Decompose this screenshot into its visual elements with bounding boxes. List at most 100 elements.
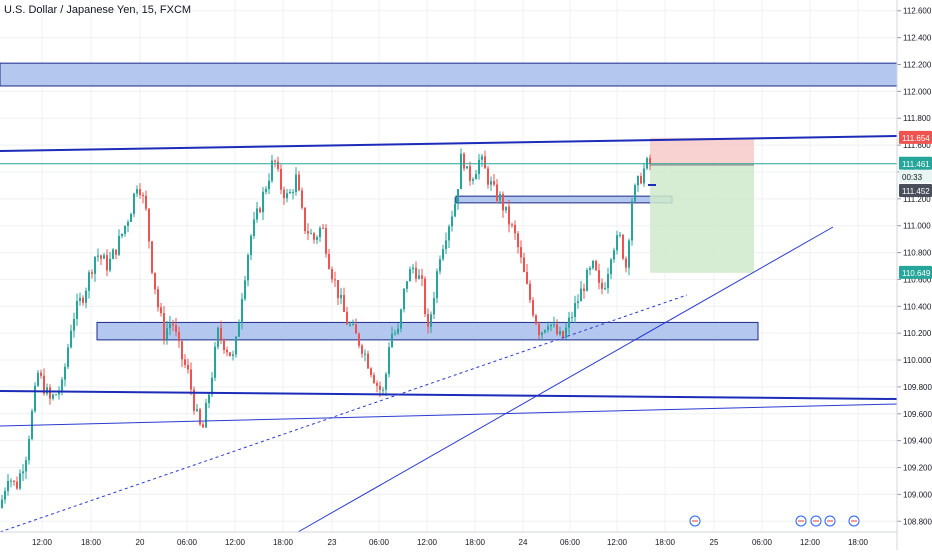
x-tick-label: 12:00 bbox=[32, 538, 53, 547]
candle-body bbox=[304, 207, 306, 232]
y-tick-label: 111.000 bbox=[903, 222, 931, 231]
candle-body bbox=[325, 228, 327, 254]
candle-body bbox=[187, 365, 189, 370]
candle-body bbox=[142, 194, 144, 196]
candle-body bbox=[256, 208, 258, 220]
candle-body bbox=[472, 179, 474, 181]
last-price-label-bg bbox=[899, 156, 932, 170]
candle-body bbox=[310, 233, 312, 235]
price-axis[interactable]: 108.800 109.000 109.200 109.400 109.600 109.8… bbox=[896, 0, 932, 550]
candle-body bbox=[481, 156, 483, 160]
candle-body bbox=[286, 193, 288, 199]
y-tick-label: 110.600 bbox=[903, 275, 932, 284]
candle-body bbox=[154, 272, 156, 290]
candle-body bbox=[148, 208, 150, 242]
candle-body bbox=[235, 336, 237, 355]
candle-body bbox=[445, 240, 447, 250]
candle-body bbox=[550, 324, 552, 327]
candle-body bbox=[55, 394, 57, 396]
candle-body bbox=[52, 394, 54, 399]
candle-body bbox=[97, 255, 99, 257]
time-axis[interactable]: 12:00 18:00 20 06:00 12:00 18:00 23 06:00 12:00 1… bbox=[0, 531, 897, 547]
candle-body bbox=[409, 269, 411, 282]
price-labels: 111.654 111.461 00:33 111.452 110.649 bbox=[899, 130, 932, 279]
take-profit-label-bg bbox=[899, 265, 932, 279]
candle-body bbox=[340, 294, 342, 299]
candle-body bbox=[301, 190, 303, 208]
candle-body bbox=[277, 161, 279, 169]
candle-body bbox=[430, 314, 432, 327]
candle-body bbox=[91, 272, 93, 274]
candle-body bbox=[289, 192, 291, 194]
candle-body bbox=[199, 409, 201, 425]
candle-body bbox=[94, 256, 96, 274]
candle-body bbox=[427, 314, 429, 327]
candle-body bbox=[34, 385, 36, 412]
candle-body bbox=[331, 268, 333, 280]
candle-body bbox=[337, 280, 339, 299]
last-price-label: 111.461 bbox=[902, 160, 930, 169]
candle-body bbox=[283, 189, 285, 199]
candle-body bbox=[220, 327, 222, 340]
y-tick-label: 111.200 bbox=[903, 195, 931, 204]
x-tick-label: 18:00 bbox=[273, 538, 294, 547]
candle-body bbox=[544, 329, 546, 333]
candle-body bbox=[352, 324, 354, 326]
candle-body bbox=[7, 481, 9, 491]
candle-body bbox=[136, 189, 138, 194]
candle-body bbox=[628, 240, 630, 268]
stop-loss-label: 111.654 bbox=[902, 134, 930, 143]
candle-body bbox=[580, 288, 582, 302]
x-tick-label: 06:00 bbox=[369, 538, 390, 547]
candle-body bbox=[118, 236, 120, 255]
candle-body bbox=[40, 372, 42, 376]
x-tick-label: 18:00 bbox=[848, 538, 869, 547]
take-profit-zone bbox=[650, 164, 754, 273]
candle-body bbox=[202, 424, 204, 428]
candle-body bbox=[124, 225, 126, 234]
candle-body bbox=[349, 324, 351, 326]
candle-body bbox=[100, 255, 102, 259]
candle-body bbox=[190, 369, 192, 390]
candle-body bbox=[13, 480, 15, 482]
y-tick-label: 109.600 bbox=[903, 410, 932, 419]
candle-body bbox=[10, 480, 12, 482]
stop-loss-zone bbox=[650, 137, 754, 165]
candle-body bbox=[574, 303, 576, 318]
candle-body bbox=[562, 331, 564, 338]
candle-body bbox=[64, 366, 66, 380]
y-tick-label: 112.000 bbox=[903, 87, 932, 96]
candle-body bbox=[253, 219, 255, 236]
countdown-label-bg bbox=[899, 169, 932, 183]
candle-body bbox=[364, 353, 366, 355]
candle-body bbox=[583, 288, 585, 291]
candle-body bbox=[205, 403, 207, 428]
breakout-zone bbox=[455, 195, 673, 204]
candle-body bbox=[637, 176, 639, 186]
candle-body bbox=[274, 160, 276, 162]
x-tick-label: 06:00 bbox=[177, 538, 198, 547]
candle-body bbox=[130, 213, 132, 222]
candle-body bbox=[556, 324, 558, 335]
candle-body bbox=[622, 234, 624, 259]
stop-loss-label-bg bbox=[899, 130, 932, 144]
x-tick-label: 23 bbox=[328, 538, 337, 547]
lower-trendline bbox=[0, 403, 898, 427]
y-tick-label: 109.800 bbox=[903, 383, 932, 392]
candle-body bbox=[538, 323, 540, 336]
candle-body bbox=[265, 189, 267, 192]
candle-body bbox=[244, 280, 246, 299]
candle-body bbox=[631, 201, 633, 241]
candle-body bbox=[43, 375, 45, 394]
candle-body bbox=[394, 333, 396, 335]
candle-body bbox=[565, 327, 567, 338]
candle-body bbox=[520, 247, 522, 258]
candle-body bbox=[415, 267, 417, 279]
y-tick-label: 108.800 bbox=[903, 517, 932, 526]
candle-body bbox=[448, 226, 450, 241]
candle-body bbox=[589, 268, 591, 270]
candle-body bbox=[610, 259, 612, 275]
candle-body bbox=[271, 160, 273, 181]
